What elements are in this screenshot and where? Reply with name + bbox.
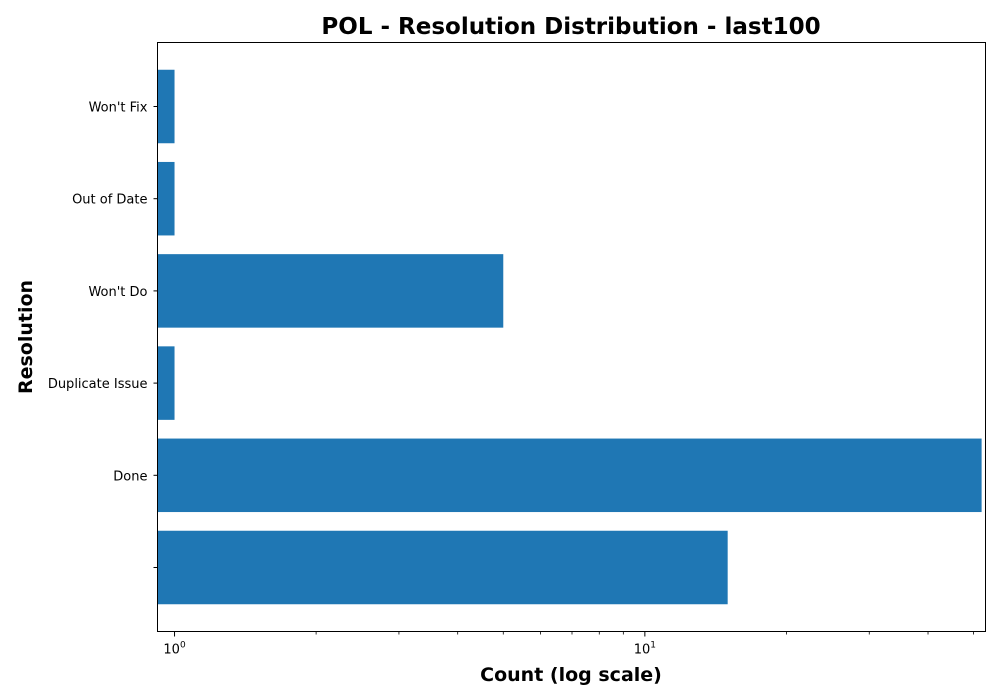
- bar: [157, 254, 504, 328]
- x-axis-label: Count (log scale): [480, 664, 662, 686]
- y-tick-label: Done: [113, 469, 147, 484]
- bars-group: [157, 69, 982, 605]
- y-ticks-group: Done Duplicate Issue Won't Do Out of Date Wo…: [48, 101, 158, 568]
- x-tick-label: 100: [163, 641, 186, 658]
- bar: [157, 530, 728, 605]
- y-axis-label: Resolution: [15, 280, 37, 394]
- y-tick-label: Won't Do: [88, 285, 147, 300]
- chart-title: POL - Resolution Distribution - last100: [321, 14, 820, 40]
- x-tick-label: 101: [634, 641, 656, 658]
- bar: [157, 438, 982, 513]
- y-tick-label: Duplicate Issue: [48, 377, 148, 392]
- y-tick-label: Out of Date: [72, 193, 147, 208]
- plot-frame: [157, 42, 986, 632]
- bar: [157, 346, 175, 420]
- bar: [157, 161, 175, 236]
- bar: [157, 69, 175, 144]
- x-ticks-group: 100 101: [163, 631, 974, 658]
- y-tick-label: Won't Fix: [89, 101, 148, 116]
